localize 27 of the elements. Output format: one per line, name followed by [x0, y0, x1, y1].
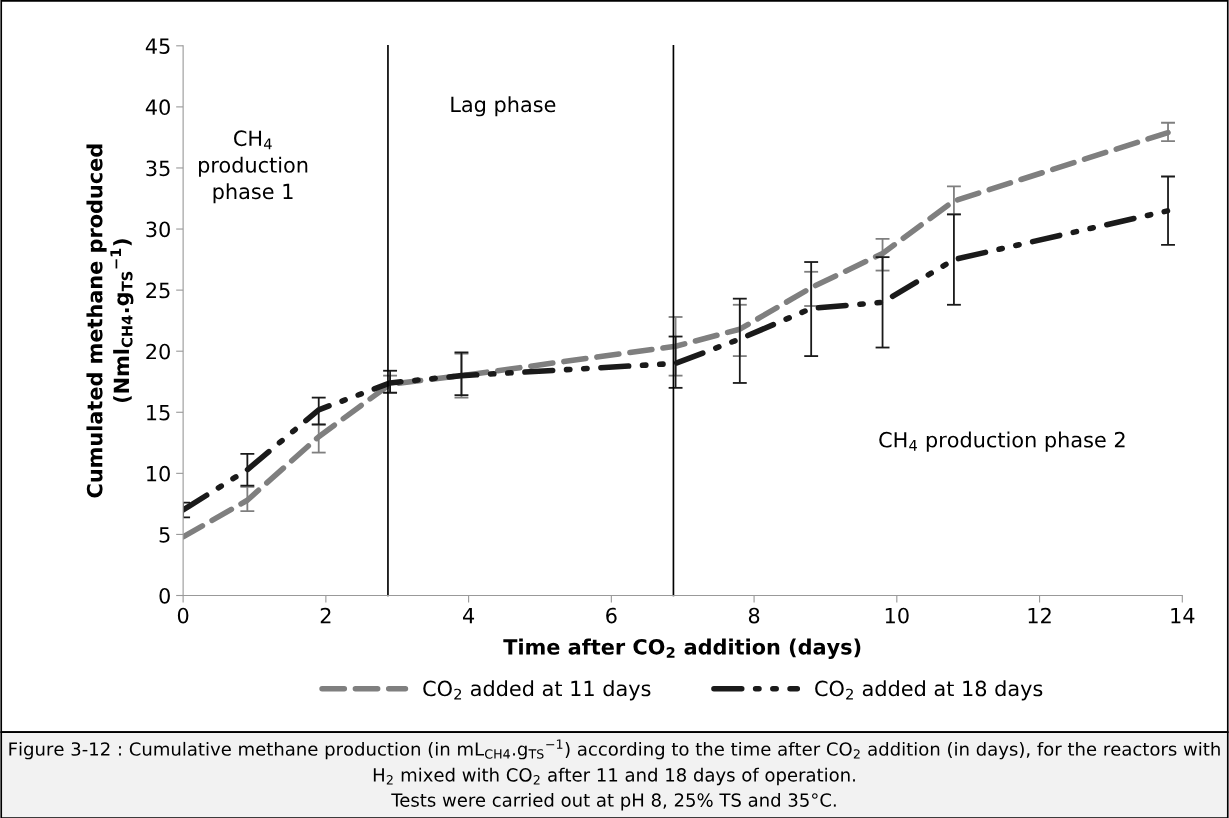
- legend-label: CO$_{2}$ added at 11 days: [423, 680, 651, 701]
- x-tick-label: 8: [748, 607, 760, 624]
- x-tick-label: 4: [462, 607, 475, 624]
- annotation: CH$_{4}$ production phase 2: [879, 431, 1125, 452]
- y-tick-label: 40: [145, 99, 170, 116]
- y-axis-title: Cumulated methane produced (Nml$_{CH4}$.g$_{TS}$$^{−1}$): [86, 144, 134, 498]
- y-tick-label: 10: [147, 465, 170, 482]
- y-tick-label: 45: [145, 38, 170, 55]
- y-tick-label: 30: [146, 221, 170, 238]
- x-tick-label: 2: [320, 607, 331, 624]
- annotation: Lag phase: [451, 96, 556, 117]
- text: Figure 3-12 : Cumulative methane production (in mL$_{CH4}$.g$_{TS}$$^{−1}$) according to the time after CO$_{2}$ addition (in days), for the reactors with H$_{2}$ mixed with CO$_{2}$ after 11 and 18 days of operation.: [9, 739, 1220, 786]
- y-tick-label: 15: [147, 405, 170, 421]
- legend-label: CO$_{2}$ added at 18 days: [815, 680, 1043, 701]
- text: Tests were carried out at pH 8, 25% TS and 35°C.: [391, 792, 836, 811]
- x-tick-label: 6: [606, 607, 617, 624]
- y-tick-label: 20: [146, 343, 170, 360]
- annotation: CH$_{4}$ production phase 1: [199, 130, 308, 204]
- y-tick-label: 5: [159, 527, 170, 543]
- y-tick-label: 25: [146, 282, 170, 299]
- x-tick-label: 14: [1171, 607, 1195, 624]
- x-axis-title: Time after CO$_{2}$ addition (days): [503, 638, 861, 659]
- x-tick-label: 0: [177, 607, 189, 624]
- y-tick-label: 0: [159, 587, 170, 604]
- y-tick-label: 35: [146, 160, 170, 177]
- x-tick-label: 12: [1028, 607, 1051, 624]
- x-tick-label: 10: [885, 607, 909, 624]
